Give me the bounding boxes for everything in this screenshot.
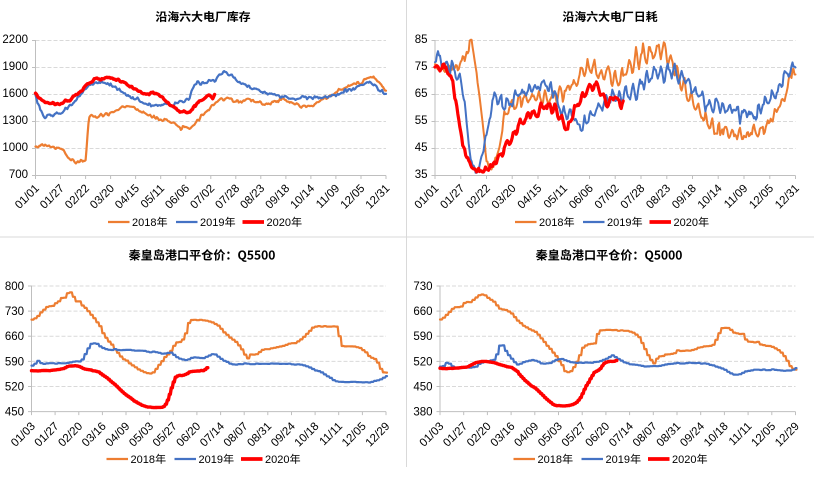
svg-text:730: 730 xyxy=(413,281,432,293)
svg-text:2019: 2019 xyxy=(607,217,631,229)
svg-text:1600: 1600 xyxy=(2,88,28,100)
svg-text:2018: 2018 xyxy=(539,217,563,229)
svg-text:2019: 2019 xyxy=(606,454,630,466)
svg-text:660: 660 xyxy=(413,306,432,318)
svg-text:730: 730 xyxy=(5,306,24,318)
svg-text:1900: 1900 xyxy=(2,61,28,73)
svg-text:450: 450 xyxy=(413,382,432,394)
svg-text:1000: 1000 xyxy=(2,142,28,154)
svg-text:65: 65 xyxy=(415,88,428,100)
svg-text:75: 75 xyxy=(415,61,428,73)
svg-text:520: 520 xyxy=(5,382,24,394)
svg-text:2020: 2020 xyxy=(265,454,289,466)
svg-text:590: 590 xyxy=(5,356,24,368)
svg-text:660: 660 xyxy=(5,331,24,343)
svg-text:2019: 2019 xyxy=(199,454,223,466)
svg-text:380: 380 xyxy=(413,407,432,419)
svg-text:2019: 2019 xyxy=(200,217,224,229)
svg-text:590: 590 xyxy=(413,331,432,343)
svg-text:85: 85 xyxy=(415,34,428,46)
svg-text:520: 520 xyxy=(413,356,432,368)
svg-text:2020: 2020 xyxy=(672,454,696,466)
svg-text:800: 800 xyxy=(5,281,24,293)
svg-text:35: 35 xyxy=(415,169,428,181)
svg-text:2018: 2018 xyxy=(131,454,155,466)
svg-text:45: 45 xyxy=(415,142,428,154)
svg-text:2020: 2020 xyxy=(674,217,698,229)
svg-text:2020: 2020 xyxy=(267,217,291,229)
svg-text:2200: 2200 xyxy=(2,34,28,46)
svg-text:450: 450 xyxy=(5,407,24,419)
svg-text:2018: 2018 xyxy=(132,217,156,229)
svg-text:1300: 1300 xyxy=(2,115,28,127)
svg-text:700: 700 xyxy=(9,169,28,181)
svg-text:2018: 2018 xyxy=(538,454,562,466)
svg-text:55: 55 xyxy=(415,115,428,127)
